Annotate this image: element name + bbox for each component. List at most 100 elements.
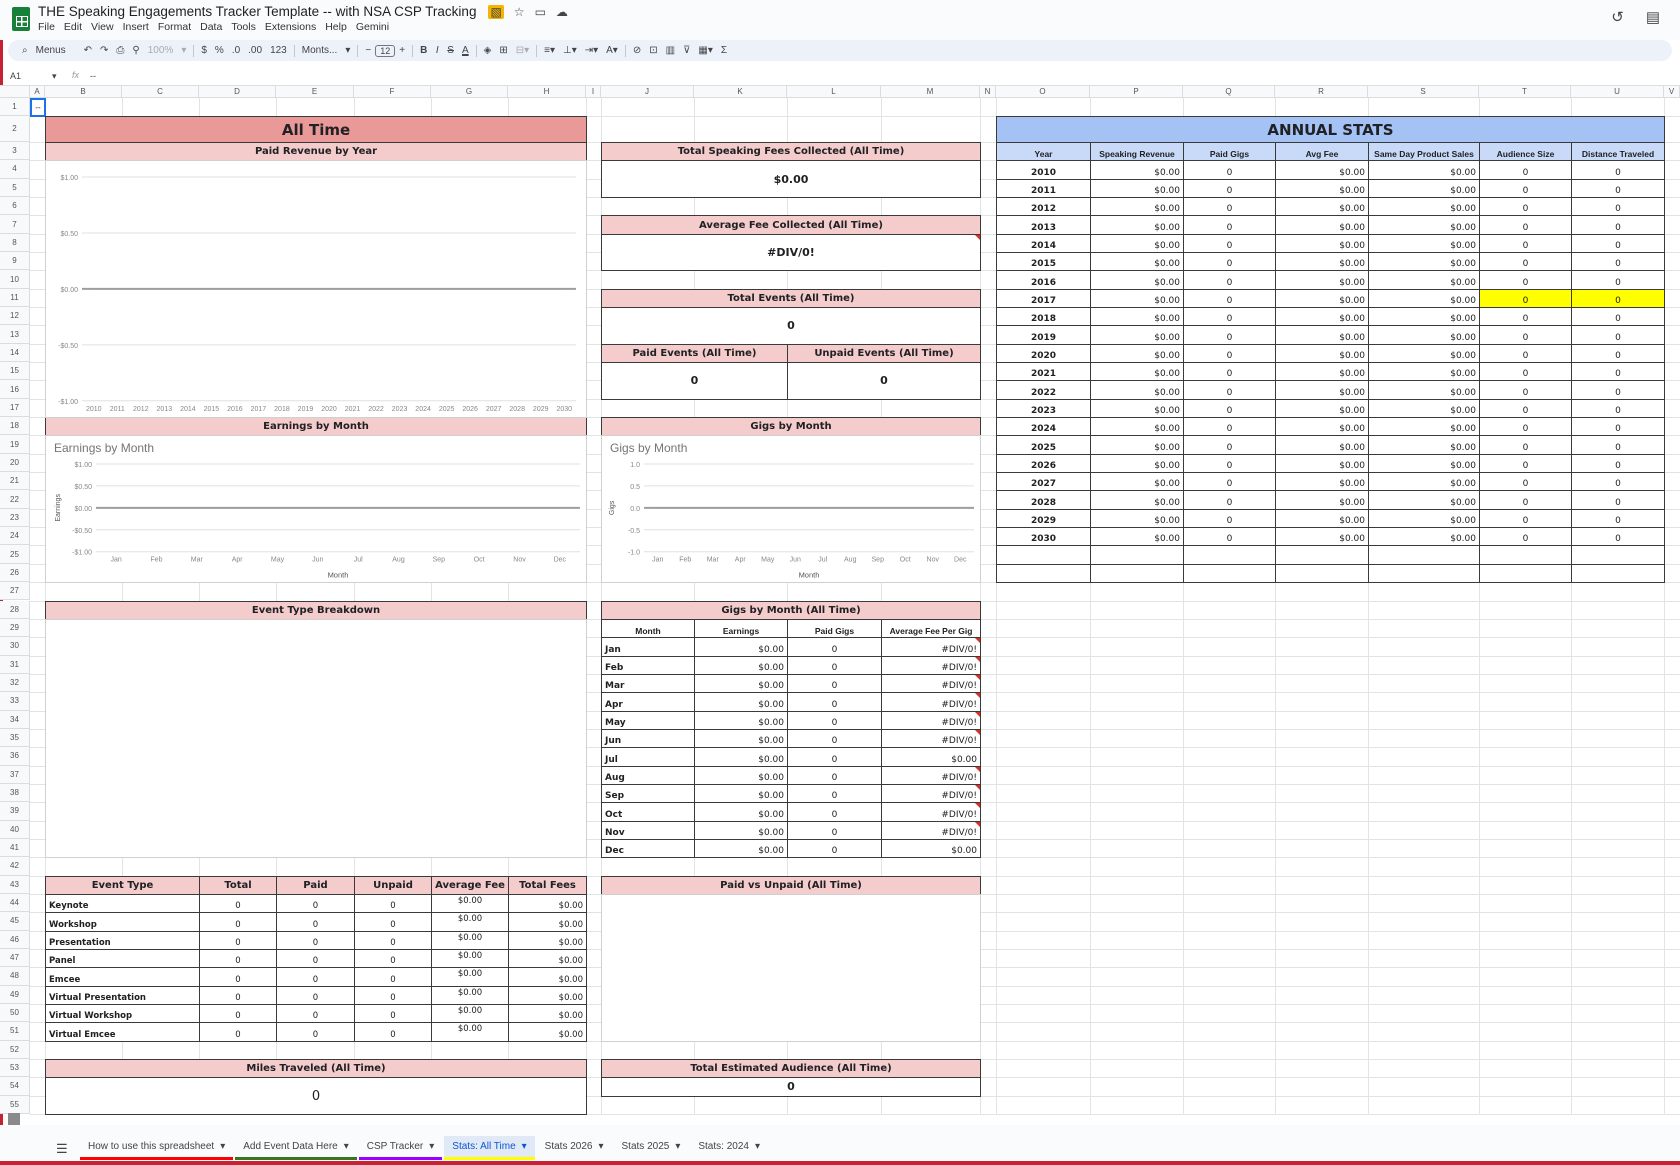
gigs-table-cell[interactable]: Nov [601,820,695,840]
text-color-button[interactable]: A [461,45,469,56]
row-header[interactable]: 48 [0,967,30,986]
column-header-F[interactable]: F [354,86,431,98]
gigs-table-cell[interactable]: $0.00 [694,637,788,657]
event-table-cell[interactable]: 0 [276,985,355,1005]
zoom-select[interactable]: 100% [147,45,174,56]
annual-stats-cell[interactable]: 0 [1479,508,1572,529]
annual-stats-empty-cell[interactable] [996,563,1091,584]
column-header-K[interactable]: K [694,86,787,98]
event-table-cell[interactable]: 0 [276,893,355,914]
annual-stats-cell[interactable]: 0 [1571,453,1665,474]
gigs-table-cell[interactable]: Jan [601,637,695,657]
star-icon[interactable]: ☆ [513,4,525,19]
row-header[interactable]: 51 [0,1022,30,1041]
row-header[interactable]: 18 [0,417,30,436]
annual-stats-cell[interactable]: $0.00 [1275,178,1369,198]
gigs-table-cell[interactable]: #DIV/0! [881,765,981,785]
increase-font-size-button[interactable]: + [399,45,406,56]
annual-stats-cell[interactable]: 0 [1183,233,1276,254]
annual-stats-cell[interactable]: 0 [1479,362,1572,382]
event-table-cell[interactable]: $0.00 [508,985,587,1005]
gigs-month-chart[interactable]: Gigs by Month -1.0 -0.5 0.0 0.5 1.0 Jan Feb Mar A… [601,435,981,584]
annual-stats-cell[interactable]: $0.00 [1368,288,1480,309]
annual-stats-cell[interactable]: $0.00 [1275,490,1369,510]
annual-stats-cell[interactable]: 0 [1571,307,1665,327]
row-header[interactable]: 50 [0,1003,30,1023]
annual-stats-cell[interactable]: $0.00 [1368,472,1480,492]
chevron-down-icon[interactable]: ▾ [343,1141,349,1152]
annual-stats-empty-cell[interactable] [1479,545,1572,565]
column-header-O[interactable]: O [996,86,1090,98]
gigs-table-cell[interactable]: May [601,710,695,730]
event-table-cell[interactable]: 0 [276,930,355,950]
row-header[interactable]: 22 [0,490,30,509]
gigs-table-cell[interactable]: $0.00 [694,838,788,859]
event-table-cell[interactable]: Keynote [45,893,200,914]
annual-stats-cell[interactable]: 0 [1571,197,1665,217]
annual-stats-cell[interactable]: 0 [1571,527,1665,547]
spreadsheet-grid[interactable]: A B C D E F G H I J K L M N O P Q R S T U V 1 2 3 4 5 6 7 8 9 10 11 12 13 1… [0,86,1680,1116]
text-wrap-icon[interactable]: ⇥▾ [584,45,599,56]
annual-stats-cell[interactable]: 0 [1183,527,1276,547]
annual-stats-cell[interactable]: $0.00 [1090,215,1184,235]
sheet-tab-stats-2026[interactable]: Stats 2026 ▾ [537,1136,612,1160]
column-header-L[interactable]: L [787,86,881,98]
annual-stats-cell[interactable]: $0.00 [1090,270,1184,290]
gigs-table-cell[interactable]: Feb [601,655,695,675]
filter-icon[interactable]: ⊽ [683,45,691,56]
annual-stats-empty-cell[interactable] [1479,563,1572,584]
annual-stats-cell[interactable]: 0 [1183,472,1276,492]
column-header-V[interactable]: V [1664,86,1680,98]
annual-stats-cell[interactable]: 2030 [996,527,1091,547]
annual-stats-cell[interactable]: $0.00 [1090,362,1184,382]
annual-stats-cell[interactable]: $0.00 [1275,398,1369,419]
column-header-S[interactable]: S [1368,86,1479,98]
event-table-cell[interactable]: $0.00 [508,948,587,969]
annual-stats-cell[interactable]: $0.00 [1275,252,1369,272]
gigs-table-cell[interactable]: Sep [601,783,695,804]
annual-stats-cell[interactable]: $0.00 [1275,508,1369,529]
annual-stats-cell[interactable]: $0.00 [1090,252,1184,272]
annual-stats-cell[interactable]: 0 [1571,252,1665,272]
row-header[interactable]: 39 [0,802,30,821]
annual-stats-cell[interactable]: $0.00 [1368,178,1480,198]
annual-stats-cell[interactable]: $0.00 [1368,435,1480,455]
annual-stats-cell[interactable]: $0.00 [1275,233,1369,254]
annual-stats-cell[interactable]: 0 [1183,490,1276,510]
annual-stats-cell[interactable]: $0.00 [1090,527,1184,547]
row-header[interactable]: 35 [0,728,30,748]
gigs-table-cell[interactable]: 0 [787,637,882,657]
event-table-cell[interactable]: 0 [276,967,355,987]
event-table-cell[interactable]: Panel [45,948,200,969]
row-header[interactable]: 3 [0,142,30,161]
event-table-cell[interactable]: 0 [354,1003,432,1024]
row-header[interactable]: 9 [0,252,30,271]
gigs-table-cell[interactable]: 0 [787,783,882,804]
row-header[interactable]: 14 [0,343,30,363]
annual-stats-empty-cell[interactable] [996,545,1091,565]
gigs-table-cell[interactable]: #DIV/0! [881,783,981,804]
gigs-table-cell[interactable]: $0.00 [694,802,788,822]
annual-stats-cell[interactable]: $0.00 [1368,215,1480,235]
event-table-cell[interactable]: $0.00 [508,967,587,987]
paid-revenue-chart[interactable]: -$1.00 -$0.50 $0.00 $0.50 $1.00 2010 2011 2012 2… [45,160,587,419]
row-header[interactable]: 44 [0,893,30,913]
column-header-A[interactable]: A [30,86,45,98]
row-header[interactable]: 2 [0,116,30,142]
annual-stats-cell[interactable]: 0 [1479,453,1572,474]
annual-stats-cell[interactable]: 0 [1183,252,1276,272]
gigs-table-cell[interactable]: Dec [601,838,695,859]
gigs-table-cell[interactable]: 0 [787,820,882,840]
annual-stats-empty-cell[interactable] [1368,545,1480,565]
annual-stats-cell[interactable]: $0.00 [1090,233,1184,254]
row-header[interactable]: 15 [0,362,30,381]
annual-stats-cell[interactable]: 2010 [996,160,1091,180]
column-header-B[interactable]: B [45,86,122,98]
chevron-down-icon[interactable]: ▾ [598,1141,604,1152]
row-header[interactable]: 27 [0,582,30,601]
annual-stats-cell[interactable]: 0 [1479,343,1572,364]
annual-stats-cell[interactable]: $0.00 [1090,508,1184,529]
row-header[interactable]: 41 [0,838,30,858]
row-header[interactable]: 54 [0,1077,30,1096]
all-sheets-menu-icon[interactable]: ☰ [56,1141,68,1156]
